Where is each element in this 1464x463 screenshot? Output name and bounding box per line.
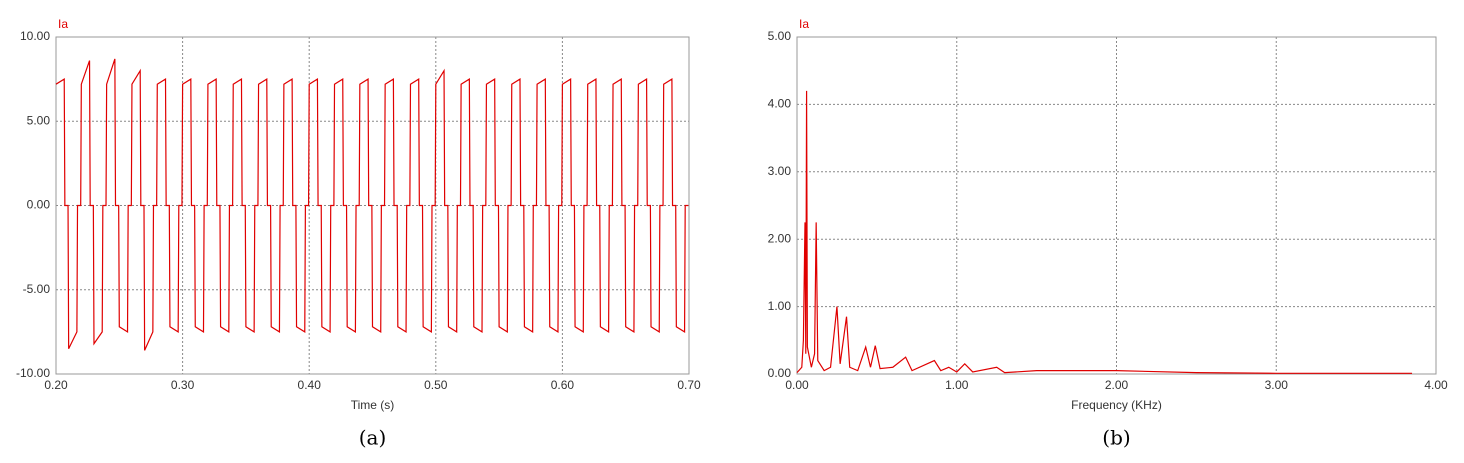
x-tick-label: 0.70 [677,378,701,392]
x-tick-label: 0.50 [424,378,448,392]
x-tick-label: 4.00 [1424,378,1448,392]
y-tick-label: 0.00 [768,366,792,380]
y-tick-label: 4.00 [768,97,792,111]
y-tick-label: -10.00 [16,366,50,380]
plot-border [796,36,1437,375]
x-tick-label: 0.30 [171,378,195,392]
x-tick-label: 0.60 [551,378,575,392]
y-tick-label: -5.00 [23,282,51,296]
x-tick-label: 1.00 [945,378,969,392]
y-tick-label: 0.00 [27,198,51,212]
y-tick-label: 1.00 [768,299,792,313]
y-tick-label: 2.00 [768,231,792,245]
y-tick-label: 3.00 [768,164,792,178]
x-tick-label: 2.00 [1105,378,1129,392]
series-label: Ia [799,17,809,31]
caption: (a) [359,426,387,450]
x-tick-label: 3.00 [1265,378,1289,392]
x-tick-label: 0.40 [298,378,322,392]
series-line [796,90,1413,374]
series-line [55,58,689,351]
x-tick-label: 0.00 [785,378,809,392]
series-label: Ia [58,17,68,31]
caption: (b) [1102,426,1130,450]
y-tick-label: 10.00 [20,29,50,43]
x-tick-label: 0.20 [44,378,68,392]
y-tick-label: 5.00 [768,29,792,43]
y-tick-label: 5.00 [27,113,51,127]
x-axis-label: Frequency (KHz) [1071,398,1162,412]
x-axis-label: Time (s) [351,398,395,412]
plot-border [55,36,690,375]
